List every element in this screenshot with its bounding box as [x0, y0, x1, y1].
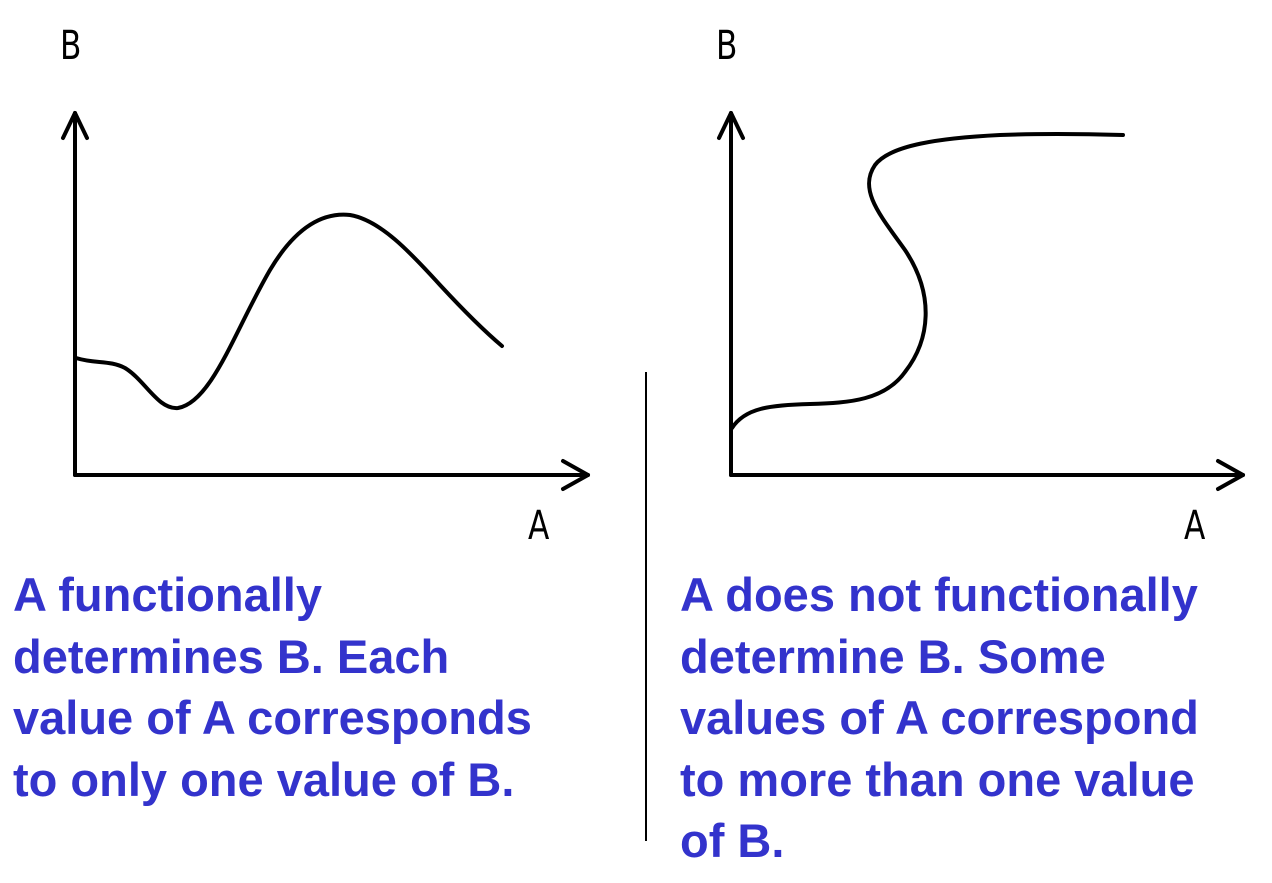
right-non-function-curve [730, 131, 1125, 430]
right-caption-line-3: values of A correspond [680, 691, 1199, 744]
left-caption: A functionally determines B. Each value … [13, 564, 532, 810]
right-x-axis-arrowhead [1216, 459, 1245, 491]
right-y-axis-arrowhead [717, 111, 745, 140]
left-caption-line-3: value of A corresponds [13, 691, 532, 744]
right-caption-line-5: of B. [680, 814, 785, 867]
right-graph [717, 111, 1245, 491]
right-caption-line-1: A does not functionally [680, 568, 1198, 621]
left-y-axis-arrowhead [61, 111, 89, 140]
left-caption-line-4: to only one value of B. [13, 752, 515, 806]
left-y-axis-label: B [60, 23, 82, 69]
right-caption-line-2: determine B. Some [680, 629, 1106, 683]
left-caption-line-1: A functionally [13, 568, 322, 621]
left-x-axis-arrowhead [561, 459, 590, 491]
left-function-curve [74, 212, 504, 411]
right-x-axis-label: A [1184, 503, 1206, 549]
right-caption: A does not functionally determine B. Som… [680, 564, 1199, 872]
panel-divider [645, 372, 647, 841]
left-caption-line-2: determines B. Each [13, 629, 450, 683]
left-x-axis-label: A [528, 503, 550, 549]
right-y-axis-label: B [716, 23, 738, 69]
right-caption-line-4: to more than one value [680, 752, 1195, 806]
left-graph [61, 111, 590, 491]
